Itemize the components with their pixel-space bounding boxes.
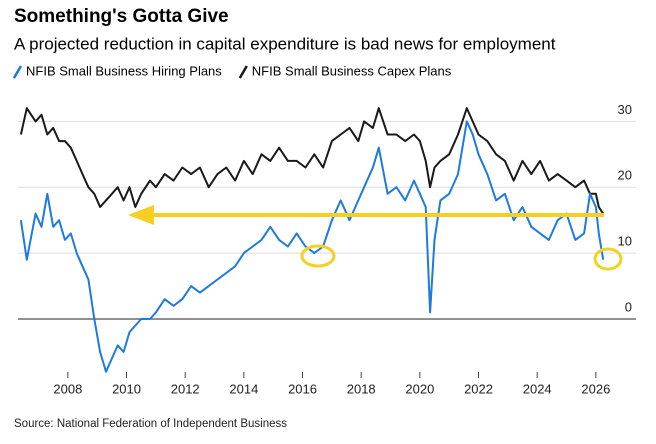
x-tick-label: 2014: [229, 381, 258, 396]
legend-swatch: [12, 65, 23, 79]
x-tick-label: 2016: [288, 381, 317, 396]
legend-label: NFIB Small Business Hiring Plans: [26, 63, 222, 78]
x-tick-label: 2018: [347, 381, 376, 396]
annotation-arrowhead: [128, 205, 154, 225]
x-tick-label: 2010: [112, 381, 141, 396]
source: Source: National Federation of Independe…: [14, 418, 287, 430]
y-tick-label: 10: [618, 234, 632, 249]
x-tick-label: 2026: [581, 381, 610, 396]
series-line: [19, 107, 605, 215]
chart-subtitle: A projected reduction in capital expendi…: [14, 34, 556, 53]
series-line: [19, 120, 605, 373]
legend-label: NFIB Small Business Capex Plans: [252, 63, 452, 78]
chart-title: Something's Gotta Give: [14, 6, 229, 27]
x-tick-label: 2008: [53, 381, 82, 396]
annotation-circle: [300, 244, 336, 268]
y-tick-label: 30: [618, 102, 632, 117]
x-tick-label: 2022: [464, 381, 493, 396]
x-tick-label: 2012: [171, 381, 200, 396]
y-tick-label: 0: [625, 299, 632, 314]
x-tick-label: 2024: [523, 381, 552, 396]
y-tick-label: 20: [618, 168, 632, 183]
legend-swatch: [238, 65, 248, 79]
annotation-circle: [593, 247, 623, 271]
x-tick-label: 2020: [405, 381, 434, 396]
